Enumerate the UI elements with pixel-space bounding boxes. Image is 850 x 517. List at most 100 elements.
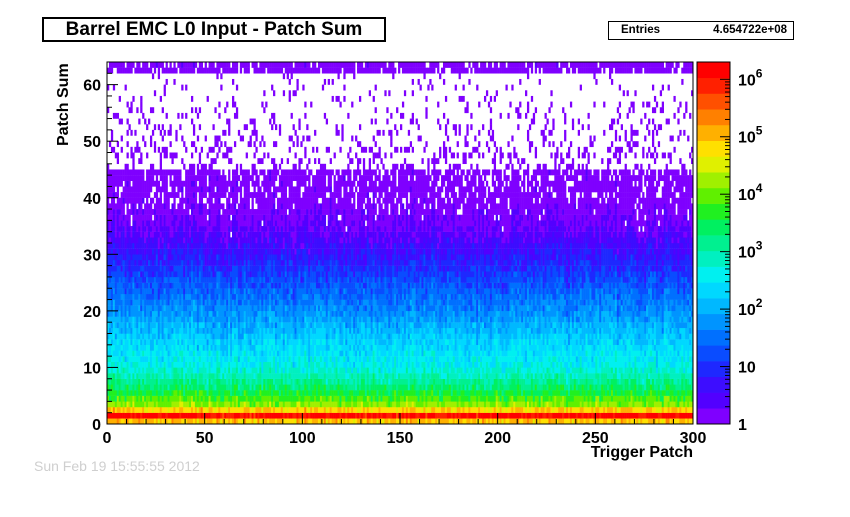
heatmap-cell xyxy=(292,248,295,255)
heatmap-cell xyxy=(192,350,196,357)
heatmap-cell xyxy=(284,175,287,181)
heatmap-cell xyxy=(138,67,141,74)
heatmap-cell xyxy=(151,367,155,374)
heatmap-cell xyxy=(233,197,237,204)
heatmap-cell xyxy=(212,209,215,215)
heatmap-cell xyxy=(167,384,170,391)
heatmap-cell xyxy=(255,197,258,204)
heatmap-cell xyxy=(126,316,129,323)
heatmap-cell xyxy=(282,344,286,351)
heatmap-cell xyxy=(292,214,295,221)
heatmap-cell xyxy=(181,333,184,340)
heatmap-cell xyxy=(253,124,256,131)
heatmap-cell xyxy=(189,395,192,402)
heatmap-cell xyxy=(107,67,110,74)
heatmap-cell xyxy=(302,203,305,210)
heatmap-cell xyxy=(294,310,297,317)
heatmap-cell xyxy=(288,135,291,142)
heatmap-cell xyxy=(148,418,151,425)
heatmap-cell xyxy=(171,344,174,351)
heatmap-cell xyxy=(187,418,190,425)
heatmap-cell xyxy=(273,203,276,210)
heatmap-cell xyxy=(183,243,186,249)
heatmap-cell xyxy=(300,378,303,385)
heatmap-cell xyxy=(228,305,231,312)
heatmap-cell xyxy=(126,141,129,148)
heatmap-cell xyxy=(259,412,262,419)
heatmap-cell xyxy=(308,299,311,306)
heatmap-cell xyxy=(273,169,276,176)
heatmap-cell xyxy=(235,356,239,362)
heatmap-cell xyxy=(124,299,127,306)
heatmap-cell xyxy=(286,231,289,238)
heatmap-cell xyxy=(284,248,287,255)
heatmap-cell xyxy=(118,418,121,425)
heatmap-cell xyxy=(226,322,229,329)
heatmap-cell xyxy=(165,378,168,385)
heatmap-cell xyxy=(261,384,264,391)
heatmap-cell xyxy=(204,265,207,272)
heatmap-cell xyxy=(200,209,204,215)
heatmap-cell xyxy=(255,316,258,323)
heatmap-cell xyxy=(181,186,184,193)
heatmap-cell xyxy=(271,243,274,249)
heatmap-cell xyxy=(171,316,174,323)
heatmap-cell xyxy=(204,327,207,334)
heatmap-cell xyxy=(212,124,215,131)
heatmap-cell xyxy=(200,412,204,419)
heatmap-cell xyxy=(294,288,297,295)
heatmap-cell xyxy=(300,395,303,402)
heatmap-cell xyxy=(142,180,145,187)
heatmap-cell xyxy=(226,299,229,306)
heatmap-cell xyxy=(269,62,272,68)
heatmap-cell xyxy=(118,401,121,408)
heatmap-cell xyxy=(308,310,311,317)
heatmap-cell xyxy=(183,350,186,357)
heatmap-cell xyxy=(155,373,159,379)
heatmap-cell xyxy=(161,361,164,368)
heatmap-cell xyxy=(173,186,176,193)
heatmap-cell xyxy=(196,327,200,334)
heatmap-cell xyxy=(110,271,114,278)
heatmap-cell xyxy=(132,373,135,379)
heatmap-cell xyxy=(169,361,172,368)
heatmap-cell xyxy=(298,339,301,346)
heatmap-cell xyxy=(179,305,182,312)
heatmap-cell xyxy=(202,248,205,255)
heatmap-cell xyxy=(212,259,215,266)
heatmap-cell xyxy=(185,237,188,244)
heatmap-cell xyxy=(253,163,256,170)
heatmap-cell xyxy=(190,226,194,232)
heatmap-cell xyxy=(122,288,125,295)
heatmap-cell xyxy=(126,412,129,419)
heatmap-cell xyxy=(144,186,147,193)
heatmap-cell xyxy=(298,169,301,176)
heatmap-cell xyxy=(212,401,215,408)
heatmap-cell xyxy=(259,243,262,249)
heatmap-cell xyxy=(255,226,258,232)
heatmap-cell xyxy=(300,265,303,272)
heatmap-cell xyxy=(306,373,309,379)
heatmap-cell xyxy=(163,339,166,346)
heatmap-cell xyxy=(267,378,270,385)
heatmap-cell xyxy=(153,322,157,329)
heatmap-cell xyxy=(296,203,299,210)
heatmap-cell xyxy=(146,401,149,408)
heatmap-cell xyxy=(194,350,198,357)
heatmap-cell xyxy=(247,384,250,391)
heatmap-cell xyxy=(265,197,268,204)
heatmap-cell xyxy=(183,384,186,391)
heatmap-cell xyxy=(308,265,311,272)
heatmap-cell xyxy=(284,333,287,340)
heatmap-cell xyxy=(120,412,123,419)
heatmap-cell xyxy=(212,378,215,385)
heatmap-cell xyxy=(290,73,293,80)
heatmap-cell xyxy=(208,271,211,278)
heatmap-cell xyxy=(222,401,225,408)
heatmap-cell xyxy=(261,373,264,379)
heatmap-cell xyxy=(179,356,182,362)
heatmap-cell xyxy=(183,282,186,289)
heatmap-cell xyxy=(132,248,135,255)
heatmap-cell xyxy=(200,276,204,283)
heatmap-cell xyxy=(294,67,297,74)
